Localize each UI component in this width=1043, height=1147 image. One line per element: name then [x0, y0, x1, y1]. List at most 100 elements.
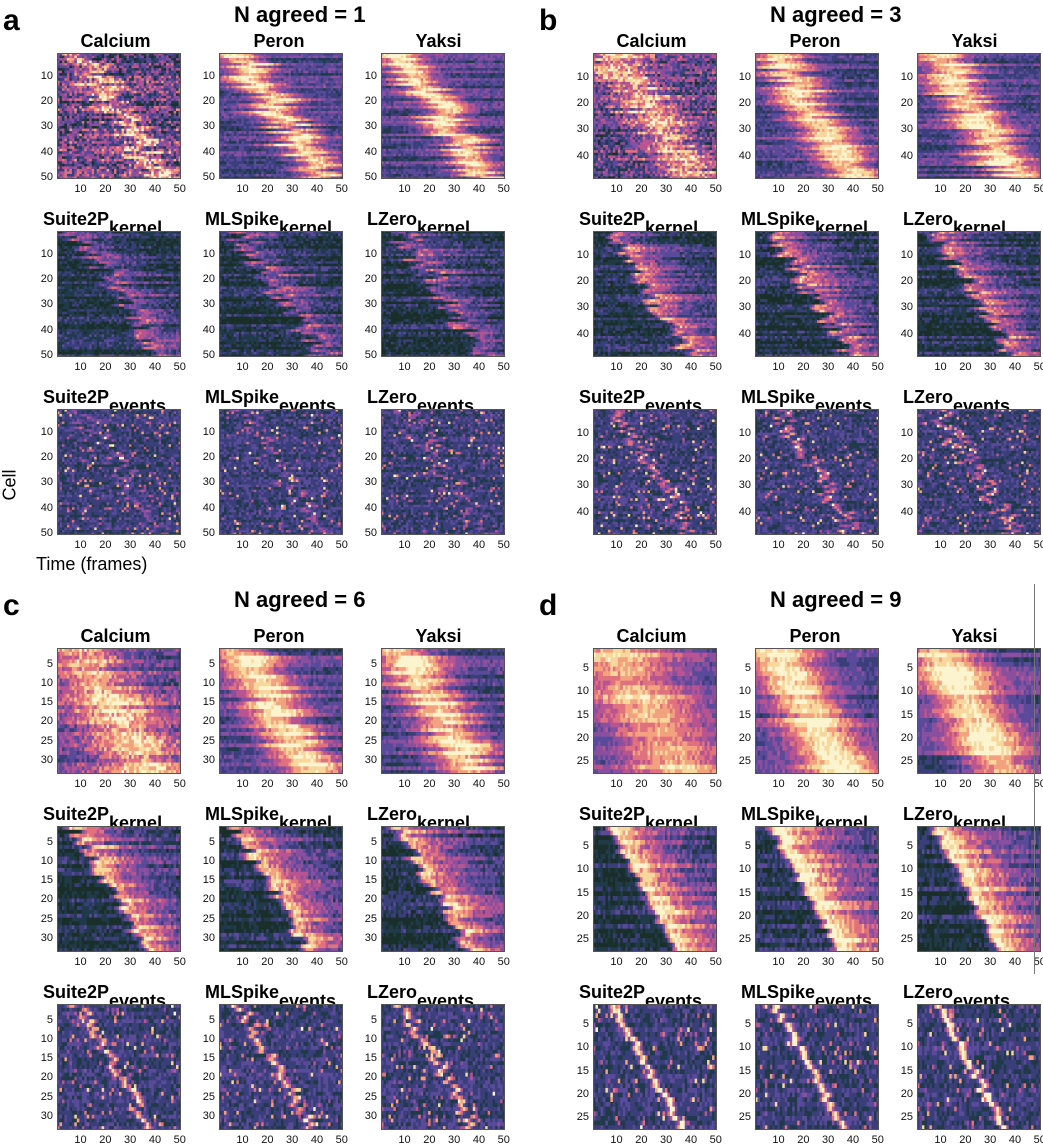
heatmap-cell — [119, 166, 122, 169]
heatmap-cell — [124, 174, 127, 177]
heatmap-cell — [87, 154, 90, 157]
heatmap-cell — [87, 76, 90, 79]
heatmap-cell — [266, 98, 269, 101]
heatmap-cell — [256, 101, 259, 104]
heatmap-cell — [254, 151, 257, 154]
heatmap-cell — [126, 76, 129, 79]
heatmap-cell — [176, 71, 179, 74]
heatmap-cell — [161, 161, 164, 164]
heatmap-cell — [313, 146, 316, 149]
heatmap-cell — [149, 119, 152, 122]
heatmap-cell — [301, 108, 304, 111]
heatmap-cell — [104, 161, 107, 164]
heatmap-cell — [156, 171, 159, 174]
heatmap-cell — [333, 93, 336, 96]
heatmap-cell — [92, 66, 95, 69]
heatmap-cell — [114, 126, 117, 129]
heatmap-cell — [311, 129, 314, 132]
heatmap-cell — [112, 68, 115, 71]
heatmap-cell — [261, 78, 264, 81]
heatmap-cell — [246, 81, 249, 84]
heatmap-cell — [89, 76, 92, 79]
heatmap-cell — [311, 78, 314, 81]
heatmap-cell — [149, 73, 152, 76]
heatmap-cell — [104, 154, 107, 157]
heatmap-cell — [321, 116, 324, 119]
heatmap-cell — [296, 58, 299, 61]
heatmap-cell — [154, 63, 157, 66]
heatmap-cell — [249, 129, 252, 132]
heatmap-cell — [221, 66, 224, 69]
heatmap-cell — [338, 101, 341, 104]
heatmap-cell — [104, 159, 107, 162]
heatmap-cell — [92, 174, 95, 177]
heatmap-cell — [331, 91, 334, 94]
heatmap-cell — [139, 111, 142, 114]
heatmap-cell — [67, 56, 70, 59]
heatmap-cell — [281, 58, 284, 61]
heatmap-cell — [102, 149, 105, 152]
heatmap-cell — [174, 61, 177, 64]
heatmap-cell — [303, 66, 306, 69]
heatmap-cell — [298, 129, 301, 132]
heatmap-cell — [84, 136, 87, 139]
heatmap-cell — [89, 171, 92, 174]
heatmap-cell — [169, 121, 172, 124]
heatmap-cell — [171, 126, 174, 129]
heatmap-cell — [246, 126, 249, 129]
heatmap-cell — [336, 83, 339, 86]
heatmap-cell — [239, 136, 242, 139]
heatmap-cell — [87, 124, 90, 127]
heatmap-cell — [246, 171, 249, 174]
heatmap-cell — [251, 73, 254, 76]
heatmap-cell — [261, 63, 264, 66]
heatmap-cell — [271, 139, 274, 142]
heatmap-cell — [318, 134, 321, 137]
heatmap-cell — [134, 151, 137, 154]
heatmap-cell — [114, 68, 117, 71]
heatmap-cell — [131, 66, 134, 69]
heatmap-cell — [328, 73, 331, 76]
heatmap-cell — [269, 144, 272, 147]
heatmap-cell — [281, 108, 284, 111]
heatmap-cell — [79, 119, 82, 122]
heatmap-cell — [161, 73, 164, 76]
heatmap-cell — [281, 121, 284, 124]
heatmap-cell — [129, 119, 132, 122]
heatmap-cell — [154, 151, 157, 154]
heatmap-cell — [97, 93, 100, 96]
heatmap-cell — [72, 139, 75, 142]
heatmap-cell — [244, 83, 247, 86]
heatmap-cell — [301, 78, 304, 81]
heatmap-cell — [301, 141, 304, 144]
heatmap-cell — [109, 111, 112, 114]
heatmap-cell — [79, 156, 82, 159]
heatmap-cell — [296, 169, 299, 172]
heatmap-cell — [286, 81, 289, 84]
heatmap-cell — [271, 169, 274, 172]
heatmap-cell — [288, 113, 291, 116]
heatmap-cell — [67, 103, 70, 106]
heatmap-cell — [221, 136, 224, 139]
heatmap-cell — [146, 171, 149, 174]
heatmap-cell — [323, 96, 326, 99]
heatmap-cell — [87, 91, 90, 94]
heatmap-cell — [269, 86, 272, 89]
heatmap-cell — [67, 166, 70, 169]
heatmap-cell — [271, 151, 274, 154]
heatmap-cell — [72, 91, 75, 94]
heatmap-cell — [286, 68, 289, 71]
heatmap-cell — [77, 63, 80, 66]
heatmap-cell — [174, 139, 177, 142]
heatmap-cell — [72, 98, 75, 101]
heatmap-cell — [241, 164, 244, 167]
heatmap-cell — [67, 164, 70, 167]
heatmap-cell — [161, 68, 164, 71]
heatmap-cell — [139, 149, 142, 152]
heatmap-cell — [271, 81, 274, 84]
heatmap-cell — [338, 71, 341, 74]
heatmap-cell — [149, 131, 152, 134]
heatmap-cell — [149, 144, 152, 147]
heatmap-cell — [229, 131, 232, 134]
heatmap-cell — [256, 166, 259, 169]
